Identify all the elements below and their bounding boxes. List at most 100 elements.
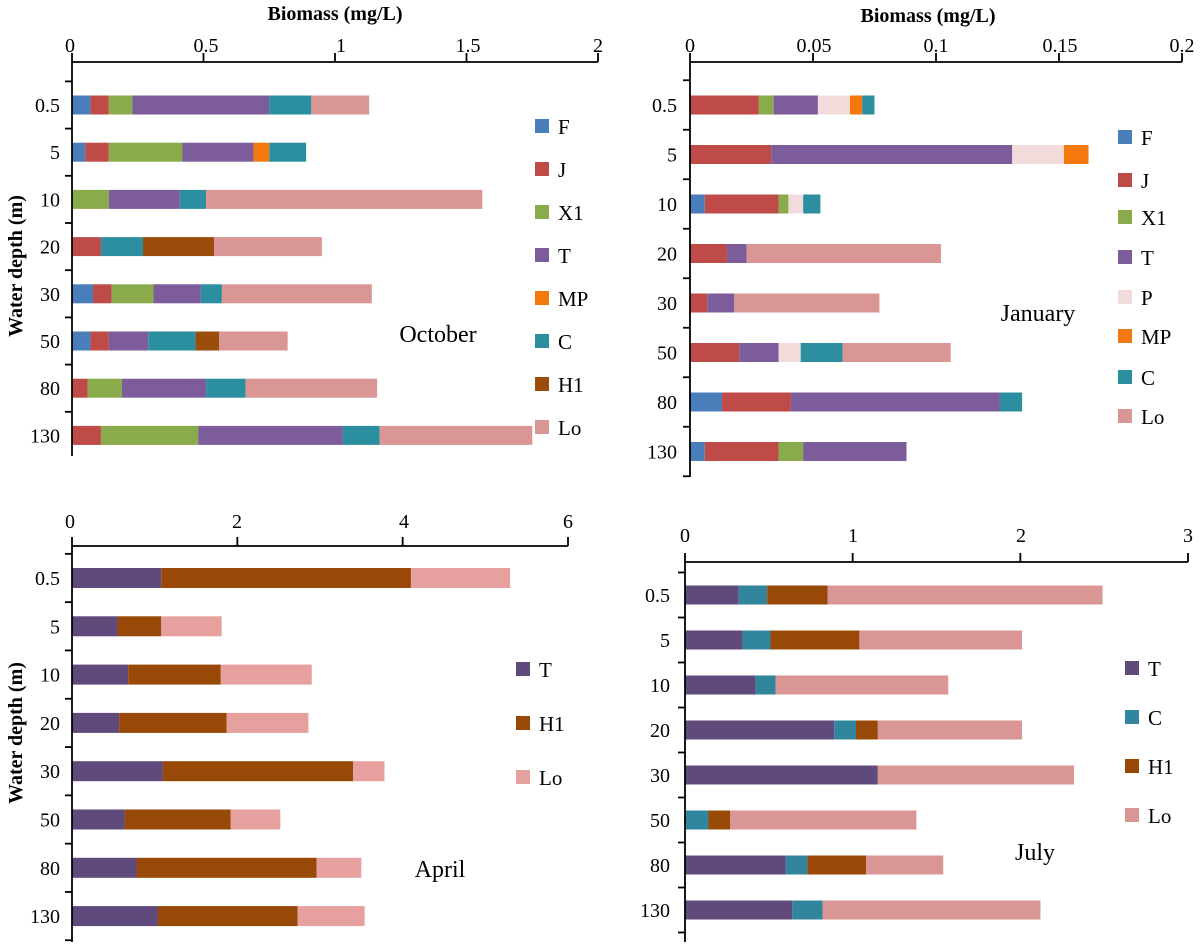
april-bar-h1-depth-30 — [162, 761, 354, 782]
october-y-tick-label: 30 — [40, 284, 60, 306]
january-legend-swatch-t — [1118, 250, 1132, 264]
january-legend: F J X1 T P MP C Lo — [1118, 126, 1171, 429]
april-legend-swatch-t — [516, 662, 530, 676]
july-bar-lo-depth-80 — [866, 855, 944, 875]
april-x-tick: 6 — [563, 511, 573, 533]
october-bar-c-depth-20 — [100, 237, 144, 257]
april-bar-lo-depth-5 — [161, 616, 222, 637]
january-bar-p-depth-5 — [1012, 145, 1064, 164]
april-bar-lo-depth-0_5 — [410, 568, 511, 588]
april-bar-h1-depth-50 — [124, 809, 231, 830]
july-bar-h1-depth-50 — [708, 810, 731, 830]
april-y-tick-label: 10 — [40, 665, 60, 687]
october-bar-j-depth-80 — [72, 378, 88, 398]
july-legend-label-t: T — [1148, 657, 1161, 681]
july-legend-label-lo: Lo — [1148, 804, 1171, 828]
january-plot: 0.5 5 10 20 30 50 80 130 — [647, 53, 1183, 478]
july-bar-h1-depth-20 — [856, 720, 878, 740]
october-bar-t-depth-5 — [182, 142, 254, 162]
april-bar-t-depth-130 — [72, 906, 158, 927]
july-bar-lo-depth-10 — [775, 675, 949, 695]
april-bar-h1-depth-130 — [157, 906, 298, 927]
april-bar-h1-depth-0_5 — [161, 568, 411, 588]
january-bar-c-depth-0_5 — [862, 95, 875, 115]
january-y-tick-label: 5 — [667, 145, 677, 167]
january-y-tick-label: 20 — [657, 244, 677, 266]
april-legend-label-lo: Lo — [539, 766, 562, 790]
january-bar-j-depth-20 — [690, 244, 727, 263]
panel-january: Biomass (mg/L) 0 0.05 0.1 0.15 0.2 Janua… — [685, 5, 1195, 429]
october-bar-x1-depth-130 — [100, 425, 199, 445]
october-bar-c-depth-5 — [269, 142, 307, 162]
january-legend-swatch-c — [1118, 370, 1132, 384]
april-bar-t-depth-5 — [72, 616, 118, 637]
october-bar-j-depth-50 — [90, 331, 109, 351]
july-plot: 0.5 5 10 20 30 50 80 130 — [640, 553, 1189, 942]
january-x-tick: 0.1 — [924, 35, 949, 57]
october-y-tick-label: 5 — [50, 142, 60, 164]
january-x-tick: 0.05 — [797, 35, 832, 57]
april-bar-t-depth-20 — [72, 712, 120, 733]
july-legend-label-c: C — [1148, 706, 1162, 730]
april-plot: 0.5 5 10 20 30 50 80 130 — [30, 537, 569, 942]
july-bar-lo-depth-0_5 — [827, 585, 1103, 605]
april-bar-lo-depth-50 — [230, 809, 281, 830]
april-legend-swatch-h1 — [516, 716, 530, 730]
january-bar-t-depth-80 — [790, 392, 1000, 412]
october-bar-t-depth-130 — [198, 425, 343, 445]
july-bar-t-depth-130 — [685, 900, 793, 920]
october-bar-lo-depth-50 — [219, 331, 288, 351]
october-bar-f-depth-5 — [72, 142, 86, 162]
october-legend-label-t: T — [558, 244, 571, 268]
april-y-tick-label: 5 — [50, 616, 60, 638]
july-legend-swatch-c — [1125, 710, 1139, 724]
october-bar-x1-depth-80 — [87, 378, 122, 398]
october-legend-label-j: J — [558, 158, 566, 182]
october-legend-label-lo: Lo — [558, 416, 581, 440]
october-bar-lo-depth-20 — [214, 237, 322, 257]
january-y-tick-label: 0.5 — [652, 95, 677, 117]
october-bar-c-depth-10 — [179, 189, 207, 209]
july-bar-t-depth-10 — [685, 675, 756, 695]
january-legend-label-f: F — [1141, 126, 1153, 150]
april-bar-t-depth-30 — [72, 761, 163, 782]
april-y-tick-label: 0.5 — [35, 568, 60, 590]
october-bar-h1-depth-50 — [195, 331, 220, 351]
july-bar-lo-depth-30 — [877, 765, 1074, 785]
october-y-tick-label: 20 — [40, 237, 60, 259]
january-y-tick-label: 30 — [657, 293, 677, 315]
july-bar-t-depth-30 — [685, 765, 878, 785]
january-bar-f-depth-10 — [690, 194, 705, 214]
july-y-tick-label: 50 — [650, 810, 670, 832]
january-bar-j-depth-0_5 — [690, 95, 759, 115]
january-bar-t-depth-0_5 — [773, 95, 818, 115]
january-bar-c-depth-50 — [800, 343, 843, 362]
january-bar-t-depth-30 — [707, 293, 735, 313]
july-month-label: July — [1015, 840, 1055, 866]
april-bar-h1-depth-80 — [136, 857, 317, 878]
april-bar-lo-depth-130 — [297, 906, 365, 927]
january-y-tick-label: 130 — [647, 442, 677, 464]
october-x-tick: 1 — [336, 35, 346, 57]
april-bar-t-depth-50 — [72, 809, 125, 830]
january-legend-swatch-x1 — [1118, 210, 1132, 224]
january-x-tick: 0.2 — [1170, 35, 1195, 57]
april-bar-t-depth-0_5 — [72, 568, 162, 588]
july-y-tick-label: 10 — [650, 675, 670, 697]
january-legend-label-c: C — [1141, 366, 1155, 390]
january-y-tick-label: 10 — [657, 194, 677, 216]
july-legend: T C H1 Lo — [1125, 657, 1174, 828]
january-bar-c-depth-10 — [803, 194, 821, 214]
july-x-tick: 3 — [1183, 525, 1193, 547]
april-y-axis-title: Water depth (m) — [5, 662, 27, 804]
july-bar-c-depth-20 — [834, 720, 857, 740]
january-x-axis-title: Biomass (mg/L) — [861, 5, 996, 27]
july-bar-c-depth-50 — [685, 810, 709, 830]
october-legend-swatch-lo — [535, 420, 549, 434]
january-bar-p-depth-0_5 — [817, 95, 850, 115]
january-bar-f-depth-80 — [690, 392, 722, 412]
july-y-tick-label: 5 — [660, 630, 670, 652]
october-bar-j-depth-0_5 — [90, 95, 109, 115]
october-bar-f-depth-0_5 — [72, 95, 91, 115]
panel-october: Biomass (mg/L) Water depth (m) 0 0.5 1 1… — [5, 3, 603, 440]
